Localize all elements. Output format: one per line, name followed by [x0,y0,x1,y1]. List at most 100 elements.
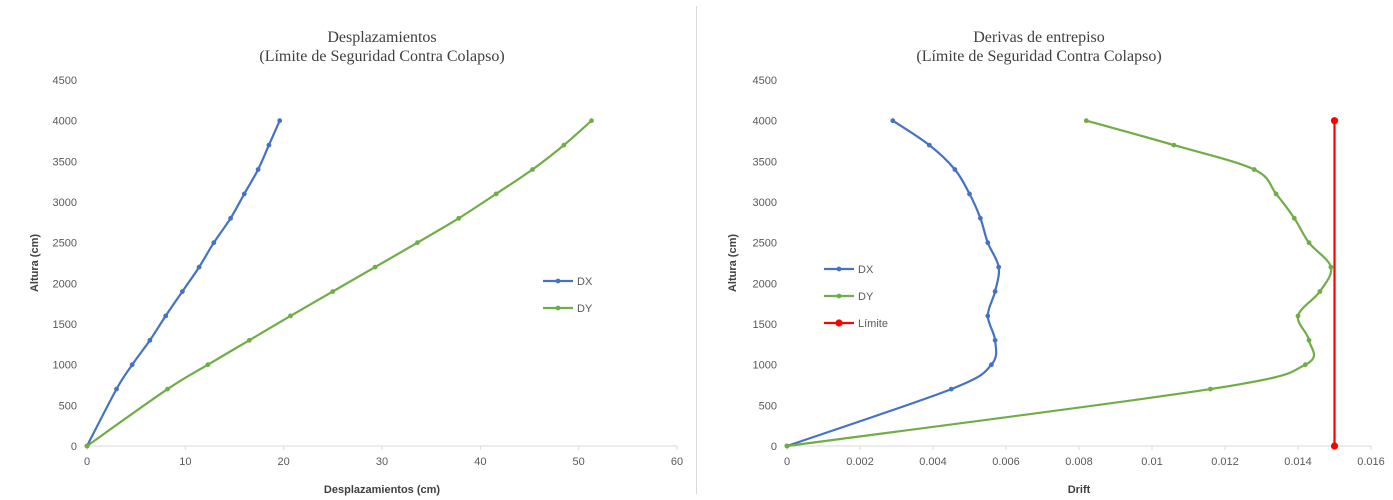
y-tick-label: 4500 [753,75,777,87]
data-point [1330,117,1339,125]
series-line [85,119,593,448]
data-point [952,167,958,172]
data-point [129,362,135,368]
data-point [985,313,991,319]
y-tick-label: 0 [771,441,777,453]
y-tick-label: 1500 [53,319,77,331]
x-tick-label: 40 [474,456,486,468]
data-point [890,118,896,124]
x-tick-label: 0.004 [919,456,947,468]
y-tick-label: 3000 [753,197,777,209]
data-point [1330,442,1339,450]
data-point [1295,313,1301,319]
x-tick-label: 60 [671,456,683,468]
data-point [589,118,594,124]
data-point [561,142,567,148]
data-point [1306,337,1312,343]
series-dx [84,118,283,449]
y-tick-label: 3000 [53,197,77,209]
x-tick-label: 20 [278,456,290,468]
legend-label: DX [577,276,593,288]
y-tick-label: 2500 [53,238,77,250]
y-tick-label: 2000 [53,278,77,290]
legend-label: Límite [858,318,888,330]
x-tick-label: 0.006 [992,456,1020,468]
data-point [228,215,234,221]
data-point [84,443,90,449]
legend-swatch-marker [555,278,561,284]
legend-label: DY [577,303,593,315]
data-point [205,362,211,368]
x-tick-label: 0.008 [1065,456,1093,468]
data-point [493,191,499,197]
data-point [147,337,153,343]
legend-swatch-marker [836,293,842,299]
data-point [926,142,932,148]
legend: DX DY [543,276,593,315]
data-point [948,386,954,392]
data-point [992,289,998,294]
legend-swatch-marker [836,266,842,272]
data-point [985,240,991,246]
data-point [996,264,1002,270]
data-point [978,215,983,221]
y-tick-label: 3500 [753,156,777,168]
y-tick-label: 1500 [753,319,777,331]
data-point [330,289,336,294]
series-line [785,119,1001,448]
series-dy [84,118,594,449]
x-axis-title: Drift [1068,484,1091,496]
chart-title-line: Desplazamientos [327,29,436,46]
data-point [288,313,293,319]
y-axis-title: Altura (cm) [29,234,41,292]
series-line [785,119,1333,448]
y-tick-label: 2500 [753,238,777,250]
data-point [163,313,169,319]
series-l-mite [1330,117,1339,450]
data-point [1328,264,1334,270]
data-point [255,167,261,172]
data-point [1317,289,1323,294]
displacement-chart-svg: Desplazamientos (Límite de Seguridad Cont… [29,29,683,496]
data-point [415,240,420,246]
data-point [456,215,462,221]
data-point [1171,142,1177,148]
series-dx [784,118,1002,449]
y-tick-label: 1000 [53,360,77,372]
y-tick-label: 4500 [53,75,77,87]
x-tick-label: 0.002 [846,456,874,468]
displacement-chart: Desplazamientos (Límite de Seguridad Cont… [0,0,696,500]
y-axis-title: Altura (cm) [727,234,739,292]
x-tick-label: 0.012 [1211,456,1239,468]
x-tick-label: 30 [376,456,388,468]
drift-chart: Derivas de entrepiso (Límite de Seguridad… [697,0,1393,500]
data-point [1306,240,1312,246]
panel-divider [696,6,697,494]
x-tick-label: 0 [84,456,90,468]
data-point [165,386,171,392]
x-tick-label: 0.016 [1357,456,1385,468]
x-tick-label: 0.01 [1141,456,1162,468]
data-point [241,191,247,197]
y-tick-label: 4000 [753,116,777,128]
data-point [277,118,283,124]
data-point [1273,191,1279,197]
data-point [266,142,272,148]
data-point [114,386,119,392]
data-point [196,264,202,270]
chart-title-line: Derivas de entrepiso [973,29,1105,46]
legend-label: DY [858,291,874,303]
data-point [211,240,217,246]
y-tick-label: 1000 [753,360,777,372]
legend-swatch-marker [835,319,843,327]
series-dy [784,118,1334,449]
y-tick-label: 500 [59,400,77,412]
y-tick-label: 3500 [53,156,77,168]
x-tick-label: 10 [179,456,191,468]
legend-swatch-marker [555,305,561,311]
drift-chart-svg: Derivas de entrepiso (Límite de Seguridad… [727,29,1385,496]
data-point [967,191,972,197]
data-point [180,289,185,294]
data-point [989,362,994,368]
x-tick-label: 0 [784,456,790,468]
